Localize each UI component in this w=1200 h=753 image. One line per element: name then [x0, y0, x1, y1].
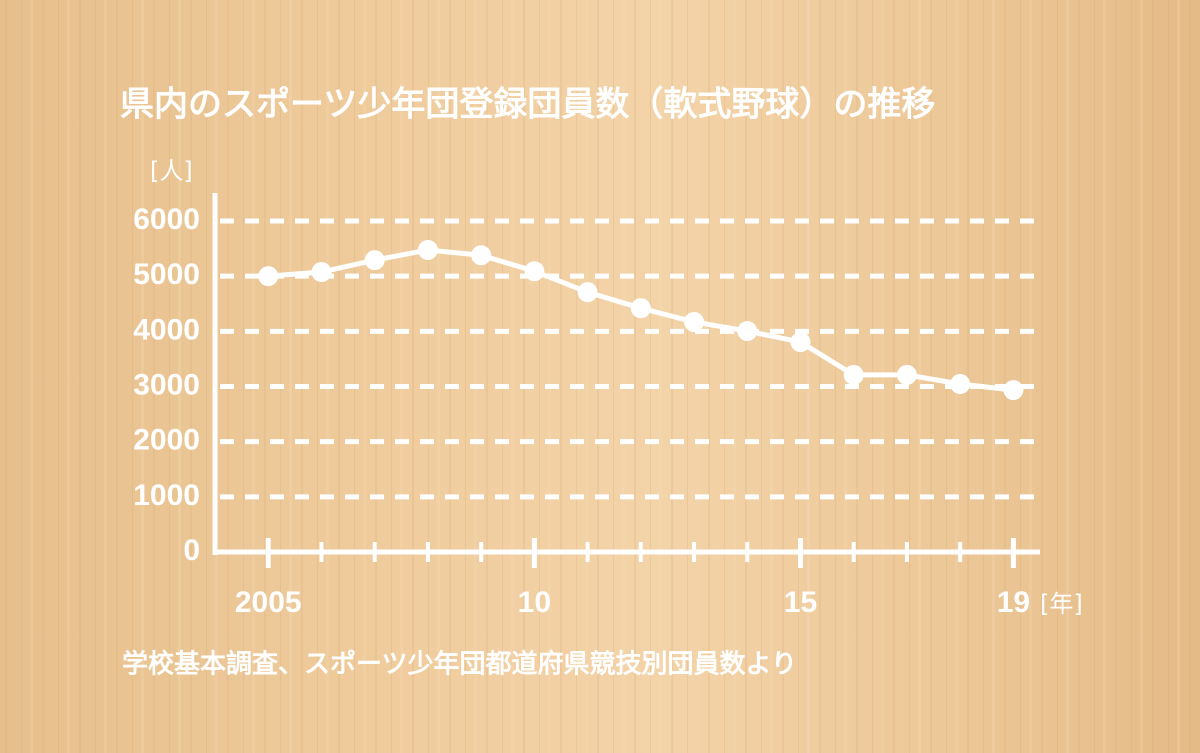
y-tick-label: 1000: [133, 479, 200, 512]
data-point: [1003, 380, 1024, 401]
x-tick-label: 2005: [235, 586, 302, 619]
y-axis-label: [人]: [150, 157, 193, 185]
y-tick-label: 5000: [133, 258, 200, 291]
data-point: [630, 298, 651, 319]
y-tick-label: 3000: [133, 368, 200, 401]
y-tick-label: 0: [183, 534, 200, 567]
y-tick-label: 2000: [133, 424, 200, 457]
data-point: [950, 374, 971, 395]
data-point: [524, 261, 545, 282]
x-axis-label: [年]: [1040, 590, 1083, 618]
x-tick-label: 19: [997, 586, 1030, 619]
data-point: [471, 245, 492, 266]
data-point: [843, 364, 864, 385]
source-note: 学校基本調査、スポーツ少年団都道府県競技別団員数より: [122, 649, 797, 680]
data-point: [737, 321, 758, 342]
data-point: [364, 250, 385, 271]
data-point: [896, 364, 917, 385]
data-point: [684, 311, 705, 332]
data-point: [577, 282, 598, 303]
data-point: [258, 266, 279, 287]
chart-title: 県内のスポーツ少年団登録団員数（軟式野球）の推移: [120, 85, 935, 125]
data-point: [311, 262, 332, 283]
x-tick-label: 15: [784, 586, 817, 619]
y-tick-label: 4000: [133, 313, 200, 346]
x-tick-label: 10: [518, 586, 551, 619]
data-point: [417, 239, 438, 260]
y-tick-label: 6000: [133, 203, 200, 236]
data-point: [790, 332, 811, 353]
